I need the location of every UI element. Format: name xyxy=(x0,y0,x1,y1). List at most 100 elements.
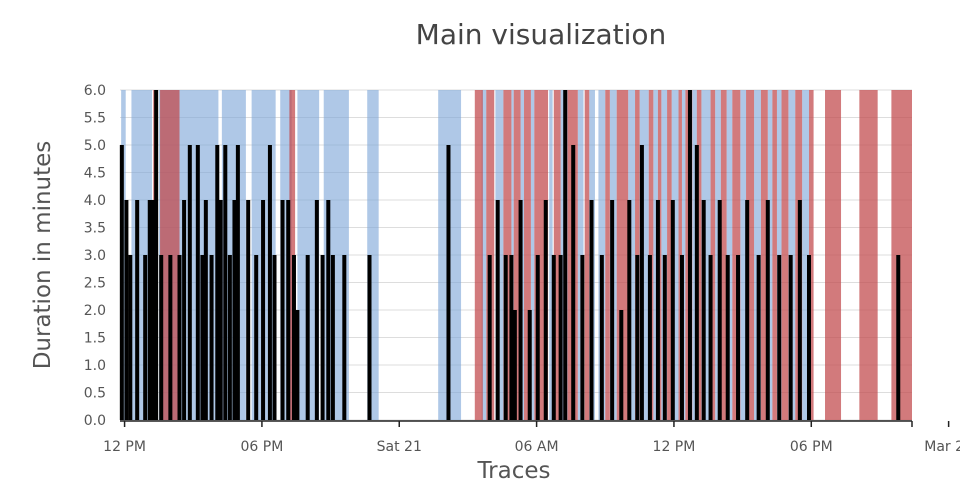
ok-trace-band xyxy=(639,90,649,420)
duration-bar xyxy=(305,255,310,420)
duration-bar xyxy=(896,255,901,420)
ok-trace-band xyxy=(701,90,711,420)
duration-bar xyxy=(679,255,684,420)
duration-bar xyxy=(446,145,451,420)
duration-bar xyxy=(765,200,770,420)
duration-bar xyxy=(280,200,285,420)
duration-bar xyxy=(551,255,556,420)
x-tick-label: 12 PM xyxy=(653,439,696,455)
duration-bar xyxy=(267,145,272,420)
duration-bar xyxy=(200,255,205,420)
duration-bar xyxy=(687,90,692,420)
duration-bar xyxy=(518,200,523,420)
duration-bar xyxy=(756,255,761,420)
duration-bar xyxy=(571,145,576,420)
y-tick-label: 1.5 xyxy=(84,331,106,347)
x-tick-label: 06 PM xyxy=(241,439,284,455)
duration-bar xyxy=(135,200,140,420)
duration-bar xyxy=(314,200,319,420)
error-trace-band xyxy=(859,90,878,420)
duration-bar xyxy=(147,200,152,420)
duration-bar xyxy=(187,145,192,420)
y-tick-label: 0.5 xyxy=(84,386,106,402)
error-trace-band xyxy=(553,90,561,420)
duration-bar xyxy=(558,255,563,420)
duration-bar xyxy=(119,145,124,420)
duration-bar xyxy=(215,145,220,420)
duration-bar xyxy=(509,255,514,420)
duration-bar xyxy=(203,200,208,420)
duration-bar xyxy=(670,200,675,420)
duration-bar xyxy=(662,255,667,420)
duration-bar xyxy=(619,310,624,420)
duration-bar xyxy=(694,145,699,420)
ok-trace-band xyxy=(767,90,773,420)
x-tick-label: 12 PM xyxy=(103,439,146,455)
error-trace-band xyxy=(891,90,912,420)
error-trace-band xyxy=(605,90,610,420)
duration-bar xyxy=(195,145,200,420)
x-axis-title: Traces xyxy=(477,458,551,484)
ok-trace-band xyxy=(802,90,809,420)
duration-bar xyxy=(151,200,156,420)
duration-bar xyxy=(788,255,793,420)
duration-bar xyxy=(610,200,615,420)
duration-bar xyxy=(320,255,325,420)
error-trace-band xyxy=(584,90,590,420)
duration-bar xyxy=(736,255,741,420)
y-tick-label: 2.0 xyxy=(84,303,106,319)
ok-trace-band xyxy=(740,90,747,420)
duration-bar xyxy=(806,255,811,420)
duration-bar xyxy=(535,255,540,420)
duration-bar xyxy=(745,200,750,420)
y-tick-label: 3.0 xyxy=(84,248,106,264)
duration-bar xyxy=(209,255,214,420)
y-tick-label: 0.0 xyxy=(84,413,106,429)
duration-bar xyxy=(589,200,594,420)
duration-bar xyxy=(627,200,632,420)
duration-bar xyxy=(261,200,266,420)
y-tick-label: 4.0 xyxy=(84,193,106,209)
chart-title: Main visualization xyxy=(416,18,667,51)
ok-trace-band xyxy=(367,90,379,420)
duration-bar xyxy=(223,145,228,420)
error-trace-band xyxy=(746,90,755,420)
duration-bar xyxy=(291,255,296,420)
y-tick-label: 3.5 xyxy=(84,221,106,237)
duration-bar xyxy=(725,255,730,420)
y-tick-label: 2.5 xyxy=(84,276,106,292)
ok-trace-band xyxy=(280,90,292,420)
duration-bar xyxy=(254,255,259,420)
x-tick-label: 06 AM xyxy=(515,439,559,455)
y-tick-label: 5.0 xyxy=(84,138,106,154)
duration-bar xyxy=(124,200,129,420)
duration-bar xyxy=(797,200,802,420)
duration-bar xyxy=(286,200,291,420)
error-trace-band xyxy=(781,90,789,420)
ok-trace-band xyxy=(549,90,553,420)
duration-bar xyxy=(635,255,640,420)
duration-bar xyxy=(580,255,585,420)
duration-bar xyxy=(342,255,347,420)
duration-bar xyxy=(128,255,133,420)
duration-bar xyxy=(272,255,277,420)
duration-bar xyxy=(503,255,508,420)
ok-trace-band xyxy=(481,90,487,420)
duration-bar xyxy=(143,255,148,420)
error-trace-band xyxy=(760,90,768,420)
x-tick-label: 06 PM xyxy=(790,439,833,455)
duration-bar xyxy=(708,255,713,420)
error-trace-band xyxy=(825,90,842,420)
error-trace-band xyxy=(720,90,727,420)
error-trace-band xyxy=(772,90,777,420)
ok-trace-band xyxy=(628,90,636,420)
duration-bar xyxy=(246,200,251,420)
duration-bar xyxy=(235,145,240,420)
duration-bar xyxy=(701,200,706,420)
duration-bar xyxy=(168,255,173,420)
duration-bar xyxy=(487,255,492,420)
duration-bar xyxy=(495,200,500,420)
y-axis-title: Duration in minutes xyxy=(30,141,56,370)
duration-bar xyxy=(159,255,164,420)
